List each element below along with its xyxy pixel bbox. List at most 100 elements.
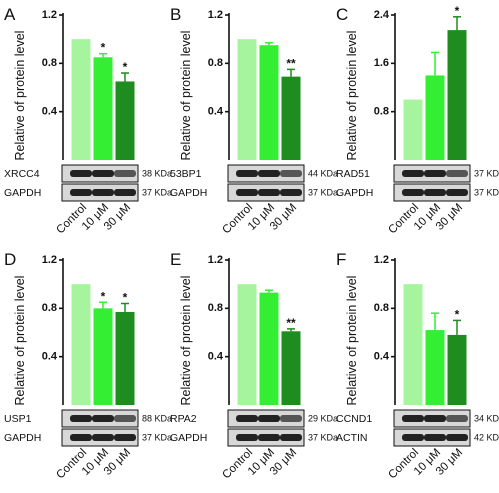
blot-name: 53BP1	[170, 168, 202, 180]
blot-band	[92, 189, 114, 196]
blot-band	[92, 434, 114, 441]
blot-band	[236, 170, 258, 177]
blot-band	[446, 189, 468, 196]
blot-band	[424, 189, 446, 196]
significance: *	[101, 289, 106, 303]
blot-band	[424, 170, 446, 177]
blot-band	[236, 189, 258, 196]
blot-band	[70, 415, 92, 422]
blot-band	[114, 189, 136, 196]
y-tick-label: 0.8	[374, 106, 389, 118]
blot-size: 37 KDa	[142, 187, 172, 197]
blot-name: RAD51	[336, 168, 370, 180]
blot-name: XRCC4	[4, 168, 40, 180]
blot-band	[236, 434, 258, 441]
bar	[403, 284, 423, 405]
y-tick-label: 0.8	[42, 302, 57, 314]
y-tick-label: 1.2	[42, 254, 57, 266]
y-axis-label: Relative of protein level	[13, 31, 27, 161]
blot-band	[114, 170, 136, 177]
y-tick-label: 1.2	[42, 9, 57, 21]
significance: **	[286, 316, 296, 330]
bar	[93, 308, 113, 405]
y-tick-label: 0.4	[42, 351, 58, 363]
bar	[237, 39, 257, 160]
panel-letter: E	[170, 250, 181, 269]
y-tick-label: 0.4	[208, 351, 224, 363]
bar	[281, 331, 301, 405]
significance: *	[101, 41, 106, 55]
bar	[259, 45, 279, 161]
blot-band	[446, 170, 468, 177]
blot-name: GAPDH	[4, 187, 41, 199]
y-tick-label: 0.8	[42, 57, 57, 69]
y-axis-label: Relative of protein level	[179, 276, 193, 406]
bar	[115, 311, 135, 405]
significance: *	[123, 291, 128, 305]
blot-size: 37 KDa	[308, 432, 338, 442]
blot-name: ACTIN	[336, 432, 368, 444]
blot-size: 37 KDa	[142, 432, 172, 442]
blot-band	[92, 415, 114, 422]
blot-band	[236, 415, 258, 422]
blot-band	[424, 415, 446, 422]
bar	[71, 284, 91, 405]
blot-size: 42 KDa	[474, 432, 499, 442]
blot-band	[280, 434, 302, 441]
blot-band	[70, 434, 92, 441]
blot-size: 34 KDa	[474, 413, 499, 423]
significance: **	[286, 56, 296, 70]
panel-letter: B	[170, 5, 181, 24]
blot-band	[258, 434, 280, 441]
blot-band	[258, 189, 280, 196]
significance: *	[123, 60, 128, 74]
blot-name: GAPDH	[336, 187, 373, 199]
blot-name: GAPDH	[170, 432, 207, 444]
significance: *	[455, 307, 460, 321]
bar	[403, 99, 423, 160]
significance: *	[455, 4, 460, 18]
y-axis-label: Relative of protein level	[13, 276, 27, 406]
y-tick-label: 1.2	[208, 9, 223, 21]
bar	[259, 292, 279, 405]
y-tick-label: 0.8	[208, 57, 223, 69]
blot-name: USP1	[4, 413, 32, 425]
bar	[425, 75, 445, 160]
blot-size: 37 KDa	[474, 168, 499, 178]
blot-name: RPA2	[170, 413, 197, 425]
y-tick-label: 1.6	[374, 57, 389, 69]
y-tick-label: 0.8	[208, 302, 223, 314]
blot-name: GAPDH	[170, 187, 207, 199]
y-tick-label: 1.2	[208, 254, 223, 266]
blot-band	[114, 434, 136, 441]
blot-band	[446, 415, 468, 422]
blot-band	[446, 434, 468, 441]
blot-size: 88 KDa	[142, 413, 172, 423]
blot-band	[402, 170, 424, 177]
blot-band	[92, 170, 114, 177]
bar	[281, 76, 301, 160]
blot-band	[70, 170, 92, 177]
panel-letter: F	[336, 250, 346, 269]
blot-size: 29 KDa	[308, 413, 338, 423]
blot-band	[402, 415, 424, 422]
blot-name: CCND1	[336, 413, 372, 425]
bar	[425, 330, 445, 405]
bar	[237, 284, 257, 405]
bar	[447, 30, 467, 160]
blot-band	[70, 189, 92, 196]
blot-band	[114, 415, 136, 422]
y-tick-label: 0.4	[42, 106, 58, 118]
blot-band	[280, 415, 302, 422]
blot-band	[280, 170, 302, 177]
y-axis-label: Relative of protein level	[345, 31, 359, 161]
blot-band	[280, 189, 302, 196]
blot-band	[402, 434, 424, 441]
